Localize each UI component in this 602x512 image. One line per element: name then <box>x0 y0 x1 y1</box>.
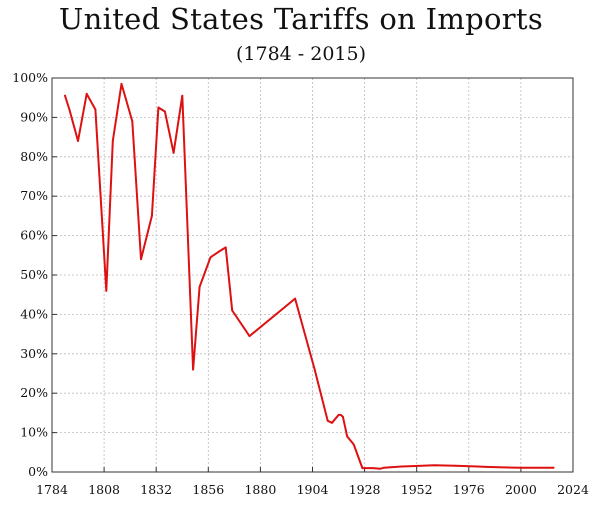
data-point <box>331 421 333 424</box>
data-point <box>231 309 234 312</box>
y-tick-label: 70% <box>20 188 48 203</box>
data-point <box>68 108 71 111</box>
y-tick-label: 20% <box>20 385 48 400</box>
x-tick-label: 2024 <box>557 482 589 497</box>
y-tick-label: 90% <box>20 109 48 124</box>
data-point <box>157 106 160 109</box>
data-point <box>192 368 195 371</box>
data-point <box>454 464 457 467</box>
data-point <box>85 92 88 95</box>
data-point <box>476 465 479 468</box>
data-point <box>313 368 316 371</box>
data-point <box>209 256 212 259</box>
x-tick-label: 2000 <box>505 482 537 497</box>
data-point <box>352 443 355 446</box>
chart-subtitle: (1784 - 2015) <box>235 43 367 65</box>
data-point <box>520 466 522 469</box>
data-point <box>378 467 381 470</box>
data-point <box>140 258 142 261</box>
data-point <box>151 215 153 217</box>
data-point <box>131 120 134 123</box>
data-point <box>326 419 329 422</box>
data-point <box>120 83 123 85</box>
x-tick-label: 1976 <box>453 482 485 497</box>
data-point <box>400 465 403 468</box>
data-point <box>218 250 221 253</box>
data-point <box>337 414 340 416</box>
data-point <box>164 110 166 113</box>
chart-title: United States Tariffs on Imports <box>58 2 544 36</box>
y-tick-label: 30% <box>20 346 48 361</box>
x-tick-label: 1952 <box>401 482 433 497</box>
x-tick-label: 1928 <box>349 482 381 497</box>
data-point <box>372 467 375 469</box>
data-point <box>64 94 66 97</box>
data-point <box>248 335 251 337</box>
data-point <box>224 246 227 249</box>
y-tick-label: 100% <box>12 70 48 85</box>
data-point <box>361 467 364 469</box>
data-point <box>552 466 555 469</box>
x-tick-label: 1832 <box>140 482 172 497</box>
tariff-series-line <box>64 82 555 470</box>
x-tick-label: 1904 <box>297 482 329 497</box>
data-point <box>342 415 344 418</box>
data-point <box>198 285 201 288</box>
data-point <box>346 435 349 438</box>
y-tick-label: 60% <box>20 228 48 243</box>
data-point <box>389 466 392 469</box>
data-point <box>111 140 114 142</box>
x-tick-label: 1808 <box>88 482 120 497</box>
data-point <box>294 297 296 300</box>
data-point <box>172 152 175 154</box>
data-point <box>181 94 184 97</box>
x-tick-label: 1784 <box>36 482 68 497</box>
x-tick-label: 1856 <box>192 482 224 497</box>
data-point <box>105 289 108 292</box>
data-point <box>383 466 385 469</box>
data-point <box>339 414 342 416</box>
y-tick-label: 50% <box>20 267 48 282</box>
y-tick-label: 80% <box>20 149 48 164</box>
data-point <box>498 466 501 469</box>
y-tick-label: 0% <box>28 464 48 479</box>
y-tick-label: 10% <box>20 425 48 440</box>
data-point <box>77 140 79 142</box>
x-tick-label: 1880 <box>244 482 276 497</box>
data-point <box>433 464 435 467</box>
data-point <box>485 466 488 468</box>
y-tick-label: 40% <box>20 306 48 321</box>
data-point <box>94 108 97 111</box>
data-point <box>411 465 414 467</box>
